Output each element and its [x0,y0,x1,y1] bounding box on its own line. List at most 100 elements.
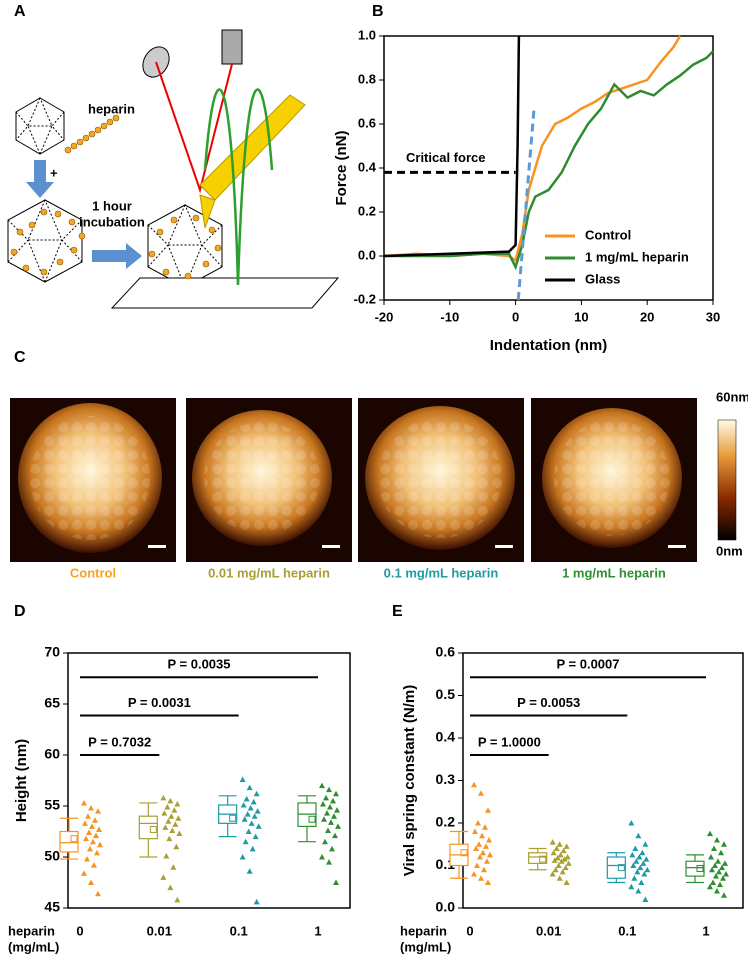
data-point [95,890,101,897]
data-point [161,810,168,816]
legend-label: Glass [585,271,620,286]
legend-label: Control [585,227,631,242]
data-point [549,871,556,877]
data-point [82,820,88,826]
data-point [721,892,727,898]
data-point [475,820,481,826]
y-axis-title: Force (nN) [333,130,350,205]
data-point [320,800,326,807]
data-point [641,871,648,877]
data-point [162,824,169,830]
box [685,860,705,877]
data-point [485,879,491,885]
data-point [165,818,172,824]
data-point [166,835,173,842]
panel-label: B [372,3,384,20]
p-value: P = 0.0007 [556,657,619,672]
data-point [640,860,647,866]
mean [539,855,547,863]
y-tick-label: 50 [44,848,60,864]
data-point [471,781,477,788]
x-axis-title: Indentation (nm) [490,337,607,354]
data-point [333,790,339,797]
x-axis-title: heparin [400,923,447,938]
data-point [556,841,563,847]
data-point [252,833,259,840]
data-point [329,845,335,852]
panel-label: C [14,349,26,366]
data-point [239,854,246,860]
x-tick-label: 1 [314,923,321,938]
data-point [324,810,330,816]
annotation: Critical force [406,150,485,165]
x-tick-label: 30 [706,309,720,324]
p-value: P = 0.0053 [517,695,580,710]
mean [229,814,237,822]
data-point [717,881,723,888]
data-point [715,858,721,864]
y-axis-title: Viral spring constant (N/m) [401,685,418,876]
data-point [247,805,254,811]
data-point [240,801,247,808]
data-point [94,849,100,856]
colorbar-label: 0nm [716,543,743,558]
incubation-label: incubation [79,214,145,229]
data-point [713,873,719,879]
data-point [81,870,87,876]
y-tick-label: 0.4 [358,159,377,174]
data-point [555,862,562,868]
y-tick-label: 0.3 [436,771,456,787]
data-point [88,879,94,885]
data-point [95,808,101,814]
data-point [244,811,251,817]
data-point [81,799,87,806]
image-caption: 0.1 mg/mL heparin [384,565,499,580]
data-point [91,862,97,868]
data-point [173,843,180,850]
mean [460,849,468,857]
plot-frame [67,652,351,909]
data-point [327,804,333,810]
y-tick-label: 0.0 [436,899,456,915]
data-point [628,820,635,826]
data-point [170,864,177,870]
data-point [564,854,571,860]
data-point [479,832,485,839]
data-point [482,824,488,830]
data-point [631,875,638,881]
data-point [242,838,249,845]
data-point [332,832,338,839]
data-point [485,807,491,813]
box [528,852,548,864]
x-tick-label: 0 [76,923,83,938]
data-point [723,871,729,877]
data-point [323,794,329,801]
data-point [554,854,561,861]
data-point [565,860,572,866]
data-point [473,845,479,851]
x-tick-label: 0.01 [147,923,172,938]
data-point [239,776,246,782]
data-point [721,841,727,847]
data-point [709,866,715,873]
data-point [160,794,167,801]
data-line [384,50,714,271]
data-point [243,795,250,802]
data-point [331,813,337,819]
plus: + [50,165,58,180]
box [138,815,158,840]
panel-label: D [14,603,26,620]
data-point [319,782,325,789]
y-tick-label: 0.4 [436,729,456,745]
y-tick-label: 0.2 [358,203,376,218]
data-point [714,837,720,843]
y-axis-title: Height (nm) [13,739,30,822]
data-point [480,849,486,856]
y-tick-label: 0.0 [358,247,376,262]
y-tick-label: 0.8 [358,71,376,86]
afm-images [10,398,737,562]
data-point [333,879,339,885]
heparin-chain [10,114,222,280]
data-point [334,807,340,813]
x-tick-label: 0 [512,309,519,324]
